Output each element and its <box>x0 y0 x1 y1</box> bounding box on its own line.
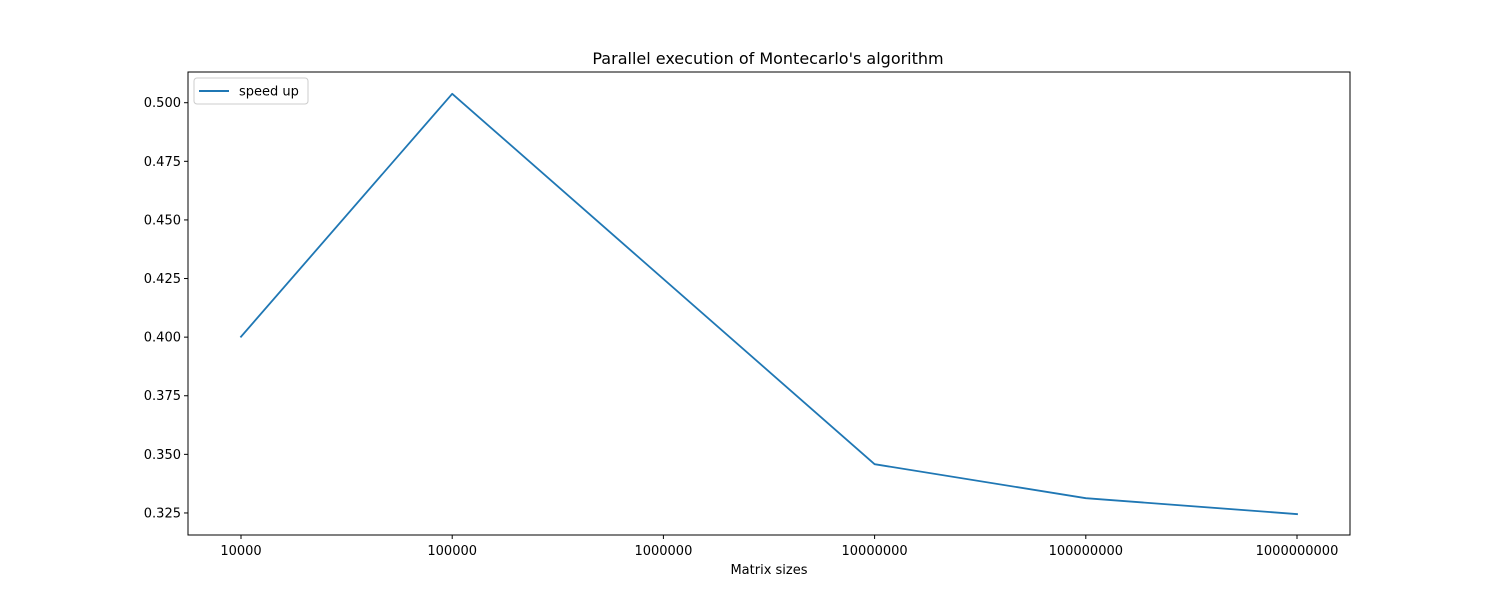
y-tick-label: 0.500 <box>144 96 181 111</box>
plot-frame <box>187 71 1351 536</box>
y-tick-label: 0.450 <box>144 213 181 228</box>
legend: speed up <box>193 77 309 105</box>
x-tick-label: 1000000 <box>634 544 692 559</box>
legend-box <box>193 77 309 105</box>
y-tick-label: 0.425 <box>144 272 181 287</box>
series-line-speed-up <box>239 92 1298 516</box>
y-tick-label: 0.325 <box>144 506 181 521</box>
x-axis: 10000 100000 1000000 10000000 100000000 10000… <box>220 535 1338 559</box>
x-tick-label: 10000000 <box>842 544 908 559</box>
y-tick-label: 0.375 <box>144 389 181 404</box>
chart-title: Parallel execution of Montecarlo's algor… <box>592 49 943 68</box>
x-axis-label: Matrix sizes <box>730 563 807 578</box>
plot-area <box>239 92 1298 516</box>
x-tick-label: 1000000000 <box>1256 544 1339 559</box>
y-tick-label: 0.400 <box>144 331 181 346</box>
y-tick-label: 0.475 <box>144 155 181 170</box>
y-axis: 0.325 0.350 0.375 0.400 0.425 0.450 0.475 0.500 <box>144 96 188 521</box>
x-tick-label: 10000 <box>220 544 261 559</box>
x-tick-label: 100000000 <box>1049 544 1123 559</box>
legend-label-speed-up: speed up <box>239 85 299 100</box>
y-tick-label: 0.350 <box>144 448 181 463</box>
x-tick-label: 100000 <box>427 544 477 559</box>
